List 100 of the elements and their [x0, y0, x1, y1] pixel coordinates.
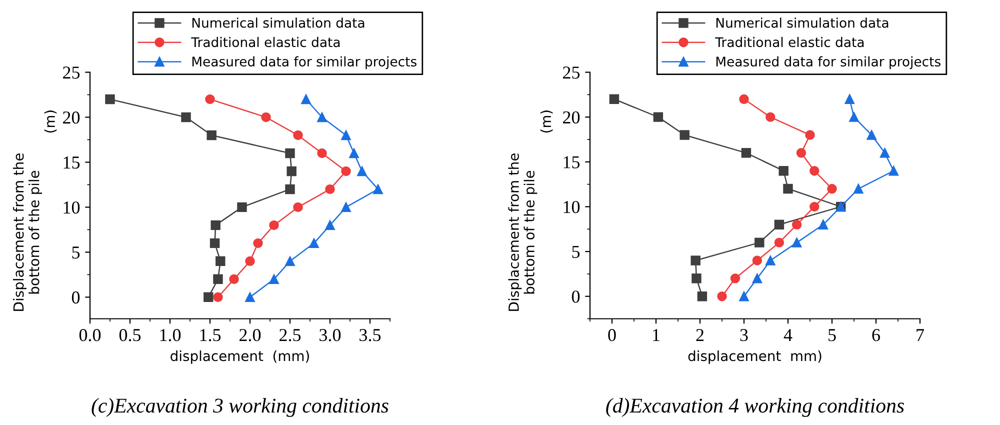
legend-label: Traditional elastic data	[191, 36, 340, 48]
point	[690, 256, 700, 266]
legend-label: Measured data for similar projects	[192, 56, 416, 70]
point	[739, 291, 749, 302]
x-tick-label: 1.5	[200, 329, 221, 342]
point	[206, 130, 216, 140]
y-tick-label: 0	[572, 290, 580, 303]
point	[844, 94, 854, 104]
point	[692, 274, 702, 284]
point	[609, 94, 620, 104]
point	[730, 274, 740, 284]
point	[349, 148, 359, 158]
point	[783, 184, 793, 194]
point	[261, 112, 271, 122]
point	[210, 220, 220, 230]
y-tick-label: 5	[572, 246, 580, 258]
y-tick-label: 20	[563, 111, 580, 124]
text: (m)	[44, 110, 57, 133]
point	[774, 220, 784, 230]
point	[849, 112, 859, 122]
point	[741, 148, 752, 158]
point	[827, 184, 837, 194]
legend-label: Measured data for similar projects	[716, 56, 940, 70]
x-tick-label: 2.0	[240, 328, 261, 342]
legend-label: Numerical simulation data	[192, 18, 364, 28]
point	[880, 148, 890, 158]
point	[810, 202, 820, 212]
x-tick-label: 1	[653, 329, 660, 341]
point	[253, 238, 263, 248]
text: (d)Excavation 4 working conditions	[606, 398, 904, 417]
x-tick-label: 2	[696, 329, 704, 341]
y-tick-label: 0	[72, 291, 80, 304]
point	[778, 166, 788, 176]
y-axis-title: Displacement from the bottom of the pile	[508, 154, 538, 311]
point	[213, 274, 223, 284]
point	[752, 256, 762, 266]
point	[285, 256, 295, 266]
point	[285, 148, 295, 158]
y-tick-label: 5	[72, 246, 80, 259]
point	[888, 166, 898, 176]
x-tick-label: 0	[608, 328, 616, 342]
point	[245, 256, 255, 266]
x-tick-label: 3.0	[320, 328, 341, 342]
legend-label: Traditional elastic data	[715, 36, 864, 48]
point	[341, 130, 351, 140]
point	[309, 238, 319, 248]
x-tick-label: 0.5	[119, 328, 141, 342]
x-tick-label: 0.0	[79, 328, 101, 342]
x-tick-label: 5	[828, 329, 836, 342]
point	[774, 238, 784, 248]
point	[818, 220, 828, 230]
point	[210, 238, 220, 248]
x-tick-label: 4	[784, 329, 792, 341]
x-tick-label: 2.5	[280, 329, 301, 342]
legend-label: Numerical simulation data	[716, 18, 888, 28]
text: (m)	[540, 110, 553, 133]
point	[237, 202, 247, 212]
y-tick-label: 25	[63, 66, 80, 79]
point	[216, 256, 226, 266]
x-tick-label: 3	[740, 329, 748, 342]
point	[204, 292, 214, 302]
point	[373, 184, 383, 194]
point	[754, 238, 764, 248]
point	[269, 274, 279, 284]
point	[739, 94, 749, 104]
point	[269, 220, 279, 230]
y-tick-label: 15	[64, 156, 80, 169]
y-axis-title: Displacement from the bottom of the pile	[13, 154, 42, 311]
point	[317, 112, 327, 122]
y-tick-label: 15	[564, 156, 580, 168]
y-tick-label: 20	[63, 111, 80, 124]
point	[285, 184, 295, 194]
point	[697, 291, 708, 302]
point	[792, 238, 802, 248]
point	[317, 148, 327, 158]
point	[181, 112, 191, 122]
point	[866, 130, 876, 140]
point	[717, 291, 727, 302]
y-tick-label: 10	[564, 200, 580, 214]
text: (c)Excavation 3 working conditions	[92, 398, 388, 417]
point	[293, 202, 303, 212]
point	[325, 184, 335, 194]
x-axis-title: displacement (mm)	[170, 350, 309, 364]
point	[213, 292, 223, 302]
point	[229, 274, 239, 284]
point	[766, 112, 776, 122]
point	[286, 166, 296, 176]
point	[325, 220, 335, 230]
point	[245, 292, 255, 302]
point	[680, 130, 690, 140]
point	[805, 130, 815, 140]
point	[341, 202, 351, 212]
point	[105, 94, 115, 104]
x-axis-title: displacement mm)	[688, 350, 822, 364]
x-tick-label: 1.0	[160, 328, 181, 342]
y-tick-label: 10	[64, 201, 80, 214]
point	[766, 256, 776, 266]
point	[854, 184, 864, 194]
x-tick-label: 6	[872, 329, 880, 342]
point	[301, 94, 311, 104]
